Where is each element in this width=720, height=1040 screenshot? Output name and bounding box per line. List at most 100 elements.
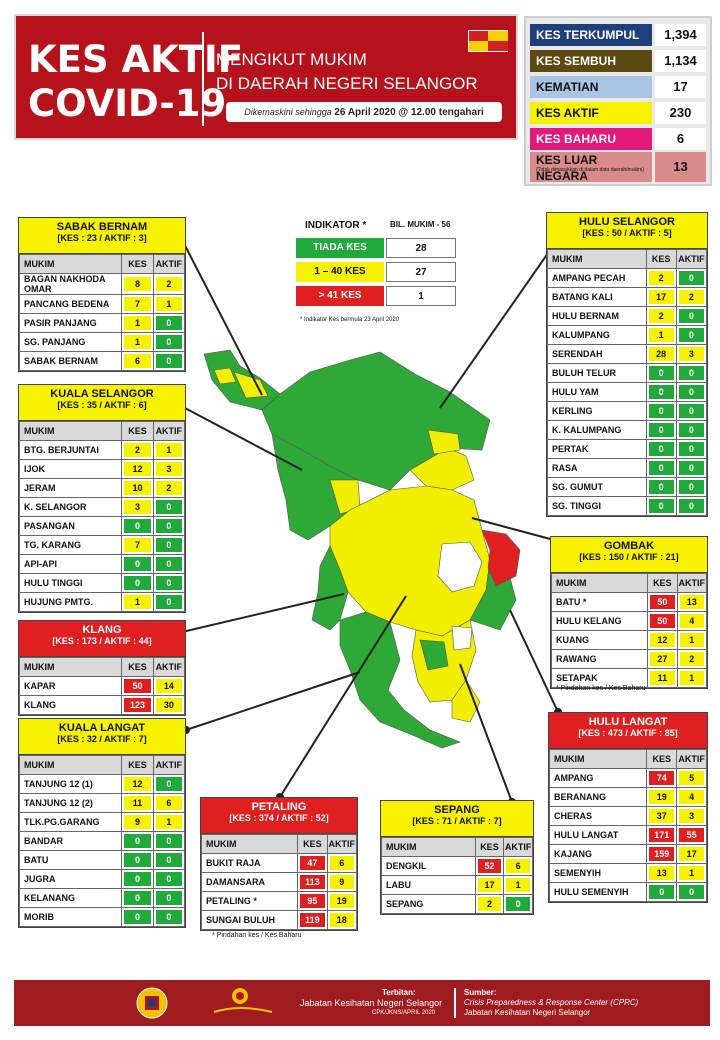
table-row: SG. TINGGI 0 0 — [547, 496, 708, 516]
aktif-cell: 1 — [676, 630, 708, 650]
district-summary: [KES : 374 / AKTIF : 52] — [229, 813, 329, 823]
kes-value: 0 — [648, 385, 674, 399]
kes-value: 0 — [648, 461, 674, 475]
mukim-name: RAWANG — [550, 649, 649, 669]
aktif-value: 4 — [679, 790, 704, 804]
aktif-value: 6 — [155, 796, 182, 810]
table-row: API-API 0 0 — [18, 554, 186, 574]
kes-cell: 13 — [646, 863, 678, 883]
indicator-value: 27 — [386, 262, 456, 282]
table-row: HULU SEMENYIH 0 0 — [548, 882, 707, 902]
kes-value: 17 — [477, 878, 502, 892]
district-table: MUKIM KES AKTIF BAGAN NAKHODA OMAR 8 2 PANCANG… — [18, 254, 186, 371]
kes-value: 52 — [477, 859, 502, 873]
mukim-name: HULU BERNAM — [547, 306, 647, 326]
column-header-mukim: MUKIM — [547, 249, 647, 269]
table-row: HULU KELANG 50 4 — [550, 611, 708, 631]
kes-cell: 119 — [297, 910, 328, 930]
kes-value: 11 — [650, 671, 675, 685]
kes-cell: 2 — [645, 268, 677, 288]
table-row: BATANG KALI 17 2 — [547, 287, 708, 307]
aktif-value: 0 — [155, 576, 182, 590]
column-header-aktif: AKTIF — [675, 249, 708, 269]
district-name: KUALA SELANGOR — [50, 388, 154, 400]
kes-value: 0 — [124, 519, 151, 533]
kes-cell: 28 — [645, 344, 677, 364]
aktif-cell: 0 — [152, 313, 186, 333]
table-row: SG. PANJANG 1 0 — [18, 332, 186, 352]
mukim-name: KUANG — [550, 630, 649, 650]
kes-cell: 0 — [645, 439, 677, 459]
aktif-value: 0 — [678, 271, 704, 285]
aktif-value: 19 — [329, 894, 354, 908]
table-row: BERANANG 19 4 — [548, 787, 707, 807]
kes-cell: 11 — [647, 668, 678, 688]
stat-value: 1,134 — [655, 50, 706, 72]
district-header: PETALING [KES : 374 / AKTIF : 52] — [201, 798, 357, 834]
kes-cell: 0 — [645, 363, 677, 383]
table-row: SERENDAH 28 3 — [547, 344, 708, 364]
table-header-row: MUKIM KES AKTIF — [548, 749, 707, 769]
column-header-kes: KES — [646, 749, 678, 769]
aktif-value: 18 — [329, 913, 354, 927]
district-header: GOMBAK [KES : 150 / AKTIF : 21] — [551, 537, 707, 573]
mukim-name: BATANG KALI — [547, 287, 647, 307]
kes-cell: 0 — [645, 458, 677, 478]
district-header: SEPANG [KES : 71 / AKTIF : 7] — [381, 801, 533, 837]
aktif-value: 6 — [329, 856, 354, 870]
table-row: TANJUNG 12 (1) 12 0 — [18, 774, 186, 794]
aktif-value: 1 — [155, 815, 182, 829]
kes-value: 12 — [124, 462, 151, 476]
aktif-cell: 0 — [675, 268, 708, 288]
mukim-name: SG. PANJANG — [18, 332, 123, 352]
table-hulu-selangor: HULU SELANGOR [KES : 50 / AKTIF : 5] MUKIM… — [546, 212, 708, 517]
aktif-cell: 30 — [152, 695, 186, 715]
aktif-value: 0 — [678, 499, 704, 513]
mukim-name: API-API — [18, 554, 123, 574]
aktif-value: 1 — [155, 443, 182, 457]
aktif-value: 0 — [679, 885, 704, 899]
aktif-cell: 0 — [152, 831, 186, 851]
stat-row: KES TERKUMPUL 1,394 — [530, 24, 706, 46]
aktif-value: 0 — [678, 328, 704, 342]
table-row: K. KALUMPANG 0 0 — [547, 420, 708, 440]
aktif-cell: 0 — [675, 325, 708, 345]
table-header-row: MUKIM KES AKTIF — [547, 249, 708, 269]
map-klang — [311, 545, 349, 631]
aktif-value: 3 — [155, 462, 182, 476]
aktif-cell: 0 — [675, 306, 708, 326]
kes-cell: 2 — [474, 894, 505, 914]
mukim-name: BATU — [18, 850, 123, 870]
table-row: JERAM 10 2 — [18, 478, 186, 498]
column-header-mukim: MUKIM — [200, 834, 299, 854]
aktif-cell: 0 — [675, 382, 708, 402]
selangor-flag-icon — [468, 30, 508, 52]
table-header-row: MUKIM KES AKTIF — [381, 837, 533, 857]
mukim-name: HULU SEMENYIH — [548, 882, 648, 902]
kes-cell: 0 — [645, 496, 677, 516]
kes-value: 2 — [477, 897, 502, 911]
column-header-kes: KES — [121, 254, 154, 274]
aktif-cell: 0 — [675, 439, 708, 459]
mukim-name: K. KALUMPANG — [547, 420, 647, 440]
table-header-row: MUKIM KES AKTIF — [18, 254, 186, 274]
mukim-name: TG. KARANG — [18, 535, 123, 555]
mukim-name: SERENDAH — [547, 344, 647, 364]
district-name: KLANG — [82, 624, 122, 636]
mukim-name: BERANANG — [548, 787, 648, 807]
table-row: RASA 0 0 — [547, 458, 708, 478]
district-table: MUKIM KES AKTIF TANJUNG 12 (1) 12 0 TANJUNG 12… — [18, 755, 186, 927]
table-row: LABU 17 1 — [381, 875, 533, 895]
kes-cell: 7 — [121, 294, 154, 314]
aktif-value: 30 — [155, 698, 182, 712]
kes-cell: 17 — [474, 875, 505, 895]
table-petaling: PETALING [KES : 374 / AKTIF : 52] MUKIM KES… — [200, 797, 358, 931]
district-name: GOMBAK — [603, 540, 655, 552]
mukim-name: KAJANG — [548, 844, 648, 864]
kes-cell: 47 — [297, 853, 328, 873]
kes-value: 11 — [124, 796, 151, 810]
district-name: HULU LANGAT — [588, 716, 668, 728]
mukim-name: SEMENYIH — [548, 863, 648, 883]
stats-panel: KES TERKUMPUL 1,394 KES SEMBUH 1,134 KEMATIA… — [524, 16, 712, 186]
column-header-aktif: AKTIF — [152, 657, 186, 677]
